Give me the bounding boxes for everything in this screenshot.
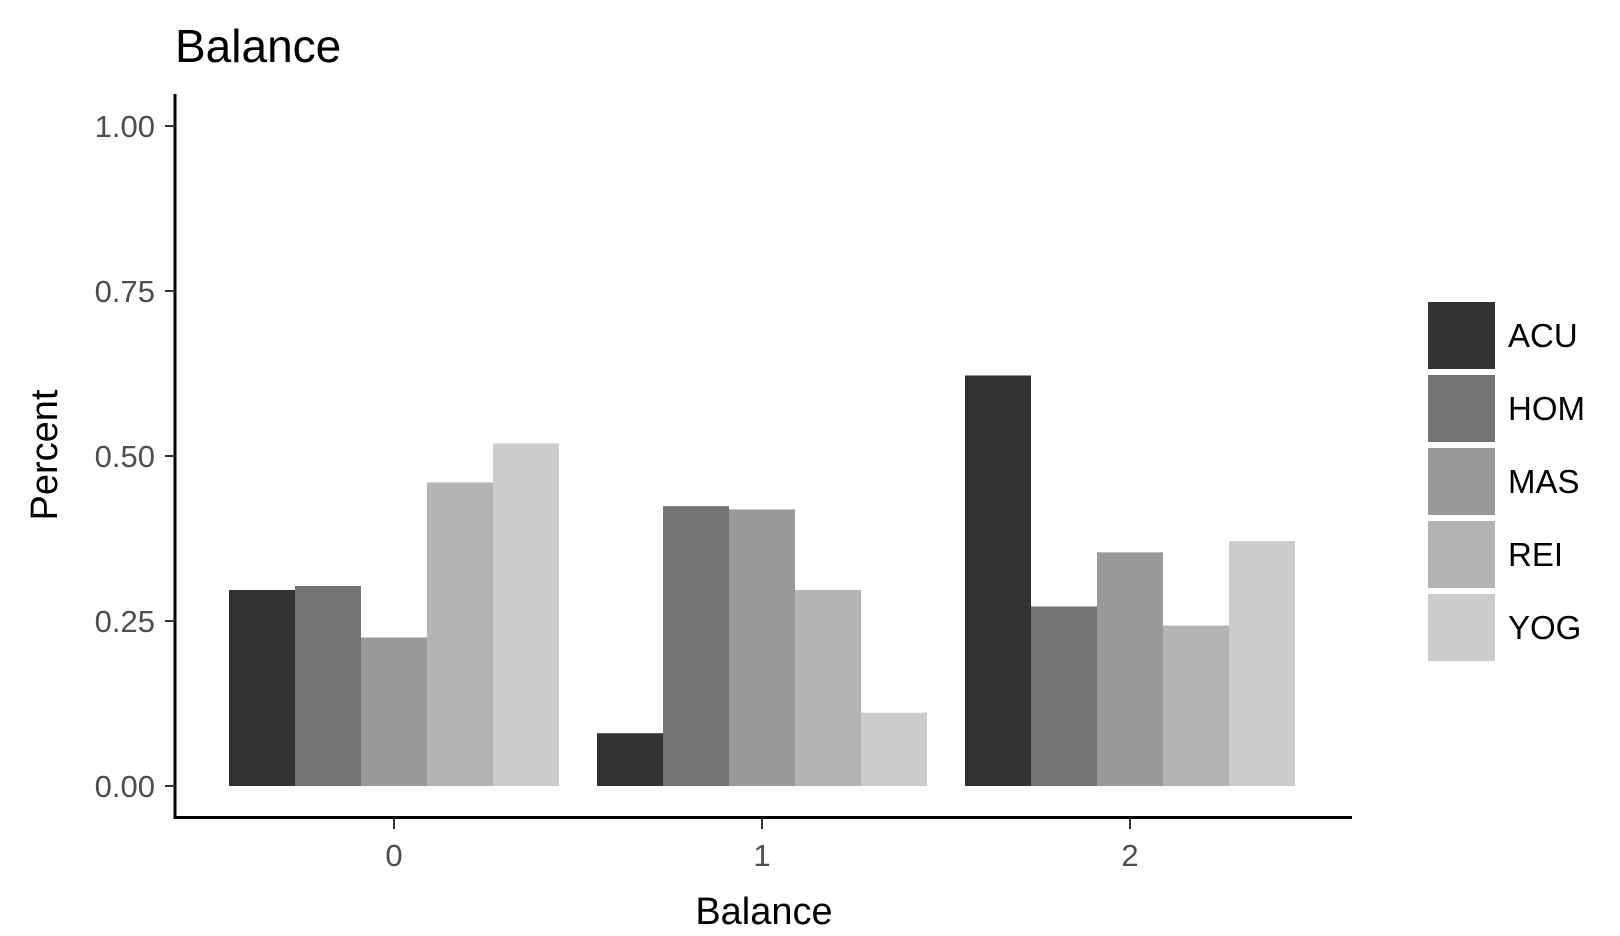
- y-axis-ticks: 0.00 0.25 0.50 0.75 1.00: [95, 109, 175, 804]
- legend-label-hom: HOM: [1508, 390, 1585, 427]
- legend-key-hom: [1428, 375, 1495, 442]
- bar-yog-0: [493, 443, 559, 786]
- legend: ACU HOM MAS REI YOG: [1428, 302, 1585, 661]
- bar-acu-2: [965, 375, 1031, 786]
- bar-rei-1: [795, 589, 861, 786]
- bar-mas-1: [729, 509, 795, 786]
- legend-label-mas: MAS: [1508, 463, 1580, 500]
- bar-rei-2: [1163, 625, 1229, 786]
- bar-hom-2: [1031, 606, 1097, 786]
- legend-label-yog: YOG: [1508, 609, 1581, 646]
- legend-key-rei: [1428, 521, 1495, 588]
- y-tick-label: 0.50: [95, 439, 155, 474]
- chart-title: Balance: [175, 20, 341, 72]
- bar-hom-0: [295, 586, 361, 786]
- x-axis-ticks: 0 1 2: [385, 819, 1139, 873]
- x-tick-label: 0: [385, 838, 402, 873]
- bar-acu-1: [597, 733, 663, 786]
- bar-hom-1: [663, 506, 729, 786]
- x-axis-title: Balance: [695, 891, 832, 933]
- y-tick-label: 1.00: [95, 109, 155, 144]
- x-tick-label: 2: [1121, 838, 1138, 873]
- y-tick-label: 0.25: [95, 604, 155, 639]
- bar-mas-2: [1097, 552, 1163, 786]
- bar-yog-1: [861, 712, 927, 786]
- legend-key-mas: [1428, 448, 1495, 515]
- legend-label-acu: ACU: [1508, 317, 1578, 354]
- bar-yog-2: [1229, 541, 1295, 786]
- legend-label-rei: REI: [1508, 536, 1563, 573]
- bar-mas-0: [361, 637, 427, 786]
- y-tick-label: 0.75: [95, 274, 155, 309]
- legend-key-acu: [1428, 302, 1495, 369]
- bar-rei-0: [427, 482, 493, 786]
- bar-acu-0: [229, 589, 295, 786]
- y-axis-title: Percent: [24, 389, 66, 520]
- legend-key-yog: [1428, 594, 1495, 661]
- x-tick-label: 1: [753, 838, 770, 873]
- y-tick-label: 0.00: [95, 769, 155, 804]
- bars-layer: [229, 375, 1295, 786]
